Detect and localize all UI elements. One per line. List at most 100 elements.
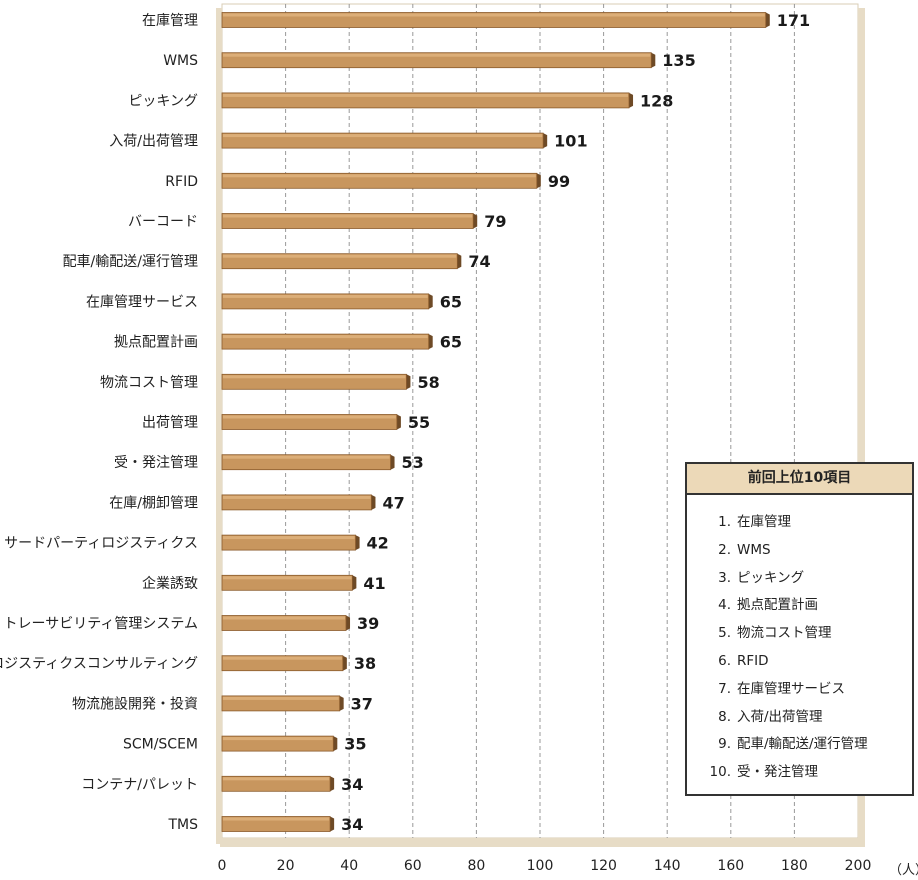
category-label: ピッキング [128,93,198,109]
value-label: 35 [344,735,366,754]
category-label: 在庫管理サービス [86,293,198,310]
bar-highlight [223,294,428,298]
category-label: 配車/輸配送/運行管理 [63,253,198,270]
bar-highlight [223,375,406,379]
category-label: 入荷/出荷管理 [109,134,198,150]
bar-highlight [223,576,352,580]
x-axis-unit: （人） [889,863,918,878]
rank-number: 5. [718,625,731,642]
x-axis-ticks: 0 20 40 60 80 100 120 140 160 180 200 [218,858,872,874]
x-tick-label: 100 [527,858,554,874]
value-label: 135 [662,51,695,70]
x-tick-label: 160 [717,858,744,874]
value-labels: 171 135 128 101 99 79 74 65 65 58 55 53 47 42 41 39 38 37… [341,11,810,834]
value-label: 47 [382,493,404,512]
rank-number: 3. [718,569,731,586]
category-label: WMS [163,53,198,69]
item-label: 拠点配置計画 [737,597,818,614]
item-label: WMS [737,541,771,558]
rank-number: 7. [718,680,731,697]
category-label: 受・発注管理 [114,455,198,471]
category-label: コンテナ/パレット [81,777,198,793]
item-label: 物流コスト管理 [737,625,832,642]
rank-number: 2. [718,541,731,558]
bar-highlight [223,616,346,620]
value-label: 99 [548,172,570,191]
previous-top10-item: 4. 拠点配置計画 [697,592,912,620]
category-label: 在庫管理 [142,12,198,29]
previous-top10-item: 3. ピッキング [697,565,912,593]
plot-left-shadow [216,8,222,844]
value-label: 34 [341,775,363,794]
bar-highlight [223,415,396,419]
value-label: 79 [484,212,506,231]
previous-top10-item: 5. 物流コスト管理 [697,620,912,648]
value-label: 37 [351,694,373,713]
rank-number: 10. [709,764,731,781]
previous-top10-item: 2. WMS [697,537,912,565]
bar-highlight [223,656,342,660]
x-tick-label: 80 [467,858,485,874]
rank-number: 9. [718,736,731,753]
plot-right-shadow [858,8,865,844]
previous-top10-item: 10. 受・発注管理 [697,759,912,787]
bar-highlight [223,455,390,459]
value-label: 41 [363,574,385,593]
item-label: RFID [737,652,769,669]
category-label: 物流コスト管理 [100,375,198,391]
value-label: 55 [408,413,430,432]
bar-highlight [223,214,473,218]
category-label: ロジスティクスコンサルティング [0,656,198,672]
bar-highlight [223,536,355,540]
bar-highlight [223,134,543,138]
bar-highlight [223,254,457,258]
x-tick-label: 200 [845,858,872,874]
item-label: 在庫管理サービス [737,680,845,697]
previous-top10-item: 8. 入荷/出荷管理 [697,704,912,732]
bar-highlight [223,335,428,339]
bar-highlight [223,174,536,178]
bar-highlight [223,93,629,97]
x-tick-label: 40 [340,858,358,874]
previous-top10-item: 1. 在庫管理 [697,509,912,537]
rank-number: 1. [718,514,731,530]
value-label: 58 [417,373,439,392]
previous-top10-box: 前回上位10項目 1. 在庫管理 2. WMS 3. ピッキング 4. 拠点配置計画 5… [685,462,914,796]
plot-bottom-shadow [220,838,865,847]
previous-top10-list: 1. 在庫管理 2. WMS 3. ピッキング 4. 拠点配置計画 5. 物流コスト管理 … [687,495,912,787]
item-label: 在庫管理 [737,514,791,530]
bar-highlight [223,737,333,741]
item-label: 受・発注管理 [737,764,818,781]
category-label: TMS [167,817,198,833]
bar-highlight [223,817,330,821]
item-label: 配車/輸配送/運行管理 [737,736,868,753]
x-tick-label: 120 [590,858,617,874]
x-tick-label: 20 [277,858,295,874]
category-label: サードパーティロジスティクス [4,536,198,552]
bar-highlight [223,495,371,499]
category-label: 在庫/棚卸管理 [109,494,198,511]
value-label: 74 [468,252,490,271]
category-label: 企業誘致 [142,575,198,592]
value-label: 128 [640,91,673,110]
value-label: 65 [440,333,462,352]
value-label: 42 [367,534,389,553]
value-label: 38 [354,654,376,673]
previous-top10-item: 7. 在庫管理サービス [697,676,912,704]
bar-highlight [223,53,651,57]
previous-top10-item: 6. RFID [697,648,912,676]
category-label: SCM/SCEM [123,737,198,753]
bar-highlight [223,13,765,17]
item-label: ピッキング [737,569,805,586]
previous-top10-item: 9. 配車/輸配送/運行管理 [697,731,912,759]
value-label: 65 [440,292,462,311]
category-label: 物流施設開発・投資 [72,696,198,712]
bar-highlight [223,696,339,700]
bar-highlight [223,777,330,781]
category-label: バーコード [128,214,198,230]
value-label: 101 [554,132,587,151]
value-label: 53 [402,453,424,472]
value-label: 34 [341,815,363,834]
x-tick-label: 180 [781,858,808,874]
